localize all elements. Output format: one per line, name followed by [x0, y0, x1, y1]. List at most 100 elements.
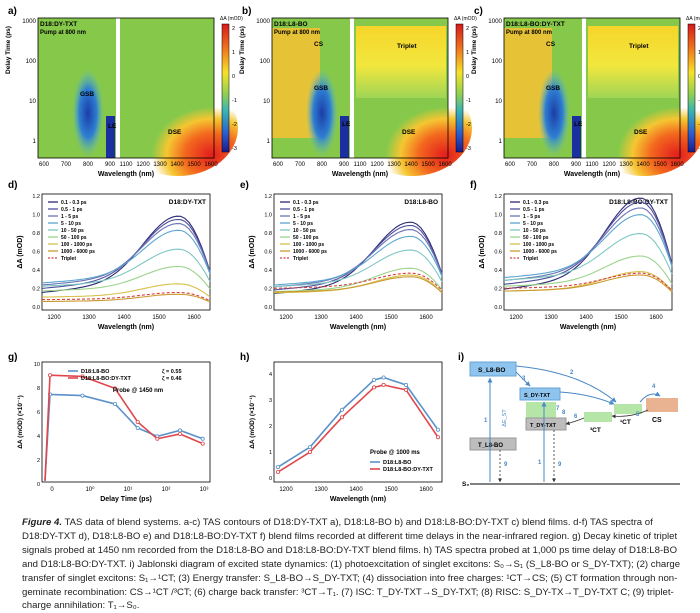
x-tick-label: 1100: [586, 162, 600, 168]
heatmap-title: D18:DY-TXT: [40, 21, 77, 28]
y-tick-label: 0.2: [264, 287, 272, 293]
y-axis-title: ΔA (mOD) (×10⁻¹): [249, 395, 256, 449]
panel-letter: f): [470, 180, 477, 191]
legend-label: 1000 - 6000 ps: [293, 249, 327, 255]
panel-letter: b): [242, 6, 251, 17]
spectrum-point: [372, 385, 377, 390]
y-axis-title: ΔA (mOD) (×10⁻¹): [17, 395, 24, 449]
x-axis-title: Wavelength (nm): [98, 324, 154, 331]
y-tick-label: 1.2: [494, 194, 502, 200]
x-tick-label: 1400: [636, 162, 650, 168]
x-tick-label: 1600: [419, 487, 433, 493]
colorbar-tick: 0: [466, 74, 469, 80]
ct1-level: [614, 404, 642, 414]
x-tick-label: 800: [549, 162, 560, 168]
t-dytxt-label: T_DY-TXT: [530, 423, 557, 429]
caption-label: Figure 4.: [22, 517, 62, 528]
legend-label: 1000 - 6000 ps: [523, 249, 557, 255]
x-tick-label: 1500: [384, 315, 398, 321]
panel-letter: i): [458, 352, 464, 363]
kinetic-point: [80, 393, 85, 398]
heatmap-panel-b: b) Delay Time (ps) D18:L8-BO Pump at 800 nm…: [239, 6, 477, 178]
dse-region: [118, 80, 238, 176]
spectrum-series-line: [503, 274, 673, 293]
colorbar-tick: -1: [466, 98, 471, 104]
legend-label: 50 - 100 ps: [293, 235, 319, 241]
x-tick-label: 1400: [579, 315, 593, 321]
x-tick-label: 600: [505, 162, 516, 168]
gsb-region: [306, 69, 338, 157]
colorbar-tick: -2: [232, 122, 237, 128]
y-tick-label: 0.8: [264, 231, 272, 237]
y-tick-label: 3: [269, 398, 272, 404]
x-tick-label: 1200: [370, 162, 384, 168]
spectrum-series-line: [277, 384, 439, 473]
y-tick-label: 100: [260, 58, 271, 65]
plot-frame: [41, 193, 211, 311]
zeta-label: ζ = 0.55: [162, 369, 182, 375]
colorbar-tick: 0: [698, 74, 700, 80]
y-axis-title: ΔA (mOD): [479, 235, 486, 268]
y-tick-label: 0.4: [494, 268, 502, 274]
x-tick-label: 1300: [387, 162, 401, 168]
colorbar-tick: 0: [232, 74, 235, 80]
pump-label: Pump at 800 nm: [274, 30, 320, 36]
heat-frame: [271, 17, 449, 159]
heatmap-panel-a: a) Delay Time (ps) D18:DY-TXT Pump at 800 n…: [5, 6, 243, 178]
jablonski-panel-i: i) S_L8-BO S_DY-TXT T_DY-TXT T_L8-BO ³CT ¹CT CS…: [458, 352, 680, 488]
colorbar-title: ΔA (mOD): [454, 16, 477, 22]
cs-level: [646, 398, 678, 412]
colorbar-tick: 2: [698, 26, 700, 32]
legend-label: 0.5 - 1 ps: [61, 207, 83, 213]
colorbar-tick: -2: [466, 122, 471, 128]
legend-label: 0.5 - 1 ps: [523, 207, 545, 213]
dse-region: [352, 80, 472, 176]
y-tick-label: 1: [33, 138, 37, 145]
spectrum-point: [403, 382, 408, 387]
y-tick-label: 1.0: [494, 213, 502, 219]
kinetic-point: [47, 373, 52, 378]
le-region: [572, 116, 581, 158]
x-tick-label: 600: [39, 162, 50, 168]
colorbar-tick: -3: [698, 146, 700, 152]
y-tick-label: 10: [495, 98, 502, 105]
y-tick-label: 0.0: [264, 305, 272, 311]
x-axis-title: Wavelength (nm): [330, 496, 386, 503]
y-tick-label: 1: [269, 450, 272, 456]
region-label-dse: DSE: [168, 129, 182, 136]
panel-letter: e): [240, 180, 249, 191]
ct3-label: ³CT: [590, 427, 601, 434]
region-label-dse: DSE: [402, 129, 416, 136]
x-tick-label: 1300: [314, 487, 328, 493]
y-tick-label: 8: [37, 386, 40, 392]
region-label-le: LE: [574, 121, 583, 128]
legend-label: 0.1 - 0.3 ps: [61, 200, 87, 206]
ct1-label: ¹CT: [620, 419, 631, 426]
x-tick-label: 1400: [117, 315, 131, 321]
y-tick-label: 1.0: [32, 213, 40, 219]
y-tick-label: 10: [29, 98, 36, 105]
x-tick-label: 1100: [354, 162, 368, 168]
x-tick-label: 1200: [509, 315, 523, 321]
spectrum-series-line: [503, 214, 673, 279]
x-axis-title: Wavelength (nm): [330, 324, 386, 331]
colorbar-tick: -1: [232, 98, 237, 104]
colorbar-tick: 1: [698, 50, 700, 56]
panel-letter: a): [8, 6, 17, 17]
energy-transfer-arrow: [515, 371, 531, 387]
panel-letter: h): [240, 352, 249, 363]
axis-break: [350, 18, 354, 158]
spectrum-point: [381, 375, 386, 380]
x-axis-title: Wavelength (nm): [98, 171, 154, 178]
region-label-gsb: GSB: [546, 85, 560, 92]
process-number: 7: [556, 406, 560, 412]
axis-break: [116, 18, 120, 158]
x-axis-title: Wavelength (nm): [564, 171, 620, 178]
kinetic-point: [177, 432, 182, 437]
figure-4: a) Delay Time (ps) D18:DY-TXT Pump at 800 n…: [5, 6, 700, 503]
y-tick-label: 0.6: [494, 250, 502, 256]
legend-label: Triplet: [61, 256, 76, 262]
x-axis-title: Wavelength (nm): [332, 171, 388, 178]
caption-text: TAS data of blend systems. a-c) TAS cont…: [22, 517, 681, 612]
y-tick-label: 0: [37, 482, 40, 488]
